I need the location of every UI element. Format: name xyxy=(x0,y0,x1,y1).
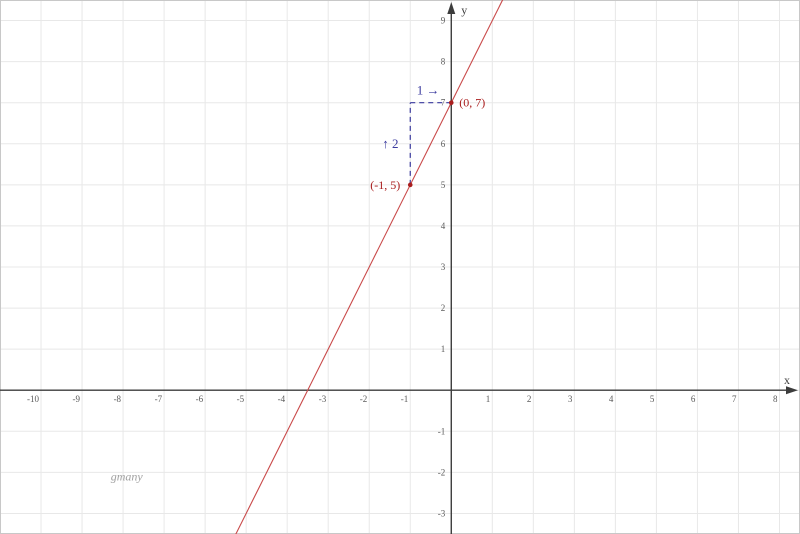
data-point xyxy=(449,100,454,105)
x-tick-label: 6 xyxy=(691,394,696,404)
x-tick-label: 8 xyxy=(773,394,778,404)
point-label: (0, 7) xyxy=(459,96,485,110)
x-tick-label: -9 xyxy=(73,394,81,404)
y-axis-label: y xyxy=(461,3,467,17)
y-tick-label: -3 xyxy=(438,508,446,518)
x-tick-label: 1 xyxy=(486,394,491,404)
y-tick-label: 6 xyxy=(441,139,446,149)
x-tick-label: 4 xyxy=(609,394,614,404)
x-tick-label: 2 xyxy=(527,394,532,404)
y-tick-label: 1 xyxy=(441,344,446,354)
y-tick-label: -2 xyxy=(438,467,446,477)
x-tick-label: -1 xyxy=(401,394,409,404)
y-tick-label: 3 xyxy=(441,262,446,272)
x-tick-label: 3 xyxy=(568,394,573,404)
x-tick-label: -7 xyxy=(155,394,163,404)
rise-label: ↑ 2 xyxy=(382,136,398,151)
point-label: (-1, 5) xyxy=(370,178,400,192)
y-tick-label: -1 xyxy=(438,426,446,436)
data-point xyxy=(408,183,413,188)
x-tick-label: 7 xyxy=(732,394,737,404)
y-tick-label: 5 xyxy=(441,180,446,190)
x-tick-label: -10 xyxy=(27,394,39,404)
x-tick-label: -3 xyxy=(319,394,327,404)
y-tick-label: 4 xyxy=(441,221,446,231)
y-tick-label: 2 xyxy=(441,303,446,313)
x-tick-label: -2 xyxy=(360,394,368,404)
x-tick-label: 5 xyxy=(650,394,655,404)
y-tick-label: 8 xyxy=(441,57,446,67)
watermark-text: gmany xyxy=(111,470,144,484)
x-axis-label: x xyxy=(784,373,790,387)
x-tick-label: -5 xyxy=(237,394,245,404)
x-tick-label: -4 xyxy=(278,394,286,404)
run-label: 1 → xyxy=(417,83,440,98)
coordinate-chart: -11-10-9-8-7-6-5-4-3-2-112345678-3-2-112… xyxy=(0,0,800,534)
y-tick-label: 9 xyxy=(441,16,446,26)
x-tick-label: -8 xyxy=(114,394,122,404)
x-tick-label: -6 xyxy=(196,394,204,404)
